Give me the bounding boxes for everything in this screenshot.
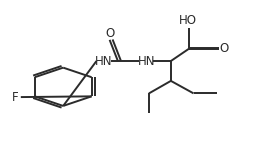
Text: O: O: [105, 27, 114, 40]
Text: HN: HN: [94, 54, 112, 68]
Text: HO: HO: [178, 14, 196, 27]
Text: O: O: [219, 42, 228, 55]
Text: HN: HN: [137, 54, 154, 68]
Text: F: F: [11, 91, 18, 104]
